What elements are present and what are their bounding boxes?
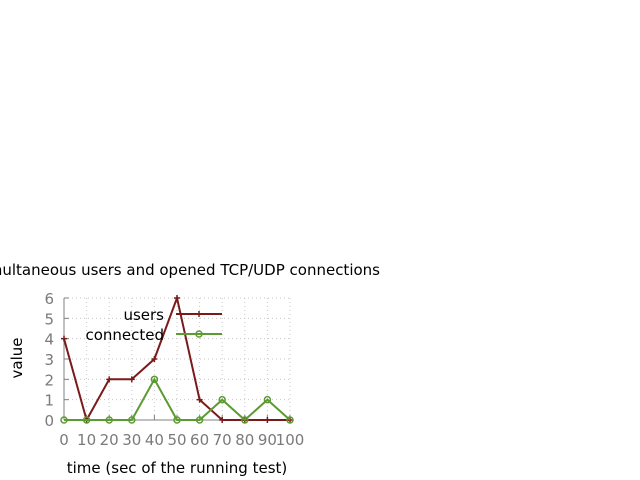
point-users bbox=[196, 396, 203, 403]
point-connected bbox=[195, 330, 203, 338]
point-connected bbox=[60, 416, 68, 424]
point-connected bbox=[241, 416, 249, 424]
series-connected bbox=[60, 375, 294, 424]
x-axis-title: time (sec of the running test) bbox=[67, 459, 288, 477]
point-connected bbox=[286, 416, 294, 424]
grid bbox=[63, 297, 291, 421]
series-line-connected bbox=[64, 377, 291, 422]
point-users bbox=[61, 335, 67, 342]
x-tick-label: 60 bbox=[190, 431, 209, 449]
y-tick-label: 1 bbox=[44, 392, 54, 410]
point-users bbox=[128, 376, 135, 383]
y-tick-label: 4 bbox=[44, 331, 54, 349]
x-tick-label: 40 bbox=[145, 431, 164, 449]
y-tick-label: 0 bbox=[44, 412, 54, 430]
point-connected bbox=[263, 395, 272, 404]
series bbox=[60, 294, 294, 424]
x-tick-label: 100 bbox=[276, 431, 305, 449]
x-tick-label: 70 bbox=[213, 431, 232, 449]
point-users bbox=[196, 311, 202, 317]
point-users bbox=[219, 417, 226, 423]
point-connected bbox=[82, 416, 91, 424]
y-tick-label: 6 bbox=[44, 290, 54, 308]
point-users bbox=[264, 417, 271, 423]
x-tick-label: 30 bbox=[122, 431, 141, 449]
point-connected bbox=[195, 416, 204, 424]
legend-label-users: users bbox=[123, 306, 164, 324]
x-tick-label: 50 bbox=[167, 431, 186, 449]
y-axis-title: value bbox=[8, 338, 26, 379]
x-tick-label: 10 bbox=[77, 431, 96, 449]
point-connected bbox=[150, 375, 159, 384]
point-connected bbox=[105, 416, 113, 424]
point-users bbox=[106, 376, 113, 383]
x-tick-label: 0 bbox=[59, 431, 69, 449]
point-users bbox=[174, 295, 180, 301]
point-connected bbox=[218, 395, 226, 404]
x-tick-label: 80 bbox=[235, 431, 254, 449]
point-connected bbox=[173, 416, 181, 424]
chart-title: Simultaneous users and opened TCP/UDP co… bbox=[0, 261, 380, 279]
x-tick-label: 20 bbox=[100, 431, 119, 449]
y-tick-label: 3 bbox=[44, 351, 54, 369]
y-tick-label: 5 bbox=[44, 310, 54, 328]
point-connected bbox=[128, 416, 136, 424]
legend-label-connected: connected bbox=[85, 326, 164, 344]
point-users bbox=[151, 356, 158, 362]
y-tick-label: 2 bbox=[44, 371, 54, 389]
legend: users connected bbox=[85, 306, 222, 344]
x-tick-label: 90 bbox=[258, 431, 277, 449]
